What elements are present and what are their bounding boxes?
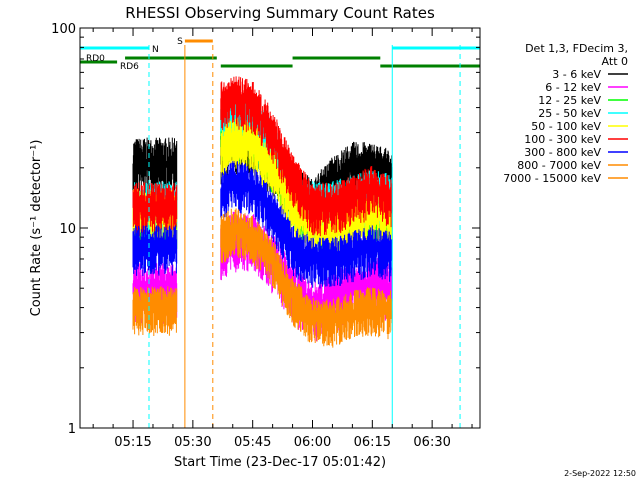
series-trace (220, 208, 393, 348)
series-300-800keV (132, 160, 393, 289)
annotation-label: RD0 (86, 54, 105, 64)
legend-entry-label: 800 - 7000 keV (517, 159, 601, 172)
x-tick-label: 06:15 (354, 435, 391, 450)
series-trace (132, 137, 178, 201)
legend-entry-label: 25 - 50 keV (538, 107, 601, 120)
legend-entry-label: 50 - 100 keV (531, 120, 601, 133)
series-trace (132, 182, 178, 237)
series-800-7000keV (132, 208, 393, 348)
series-trace (220, 76, 393, 237)
legend-entry-label: 100 - 300 keV (524, 133, 601, 146)
y-tick-label: 100 (51, 22, 76, 37)
legend-entry-label: 300 - 800 keV (524, 146, 601, 159)
legend-entry-label: 12 - 25 keV (538, 94, 601, 107)
legend-header: Att 0 (602, 55, 628, 68)
x-tick-label: 05:30 (174, 435, 211, 450)
chart-title: RHESSI Observing Summary Count Rates (125, 4, 435, 22)
y-tick-label: 1 (68, 422, 76, 437)
x-tick-label: 05:45 (234, 435, 271, 450)
series-trace (132, 225, 178, 276)
series-trace (132, 286, 178, 336)
x-tick-label: 05:15 (114, 435, 151, 450)
series-100-300keV (132, 76, 393, 237)
legend-entry-label: 7000 - 15000 keV (503, 172, 601, 185)
footer-date: 2-Sep-2022 12:50 (564, 469, 636, 478)
x-tick-label: 06:30 (413, 435, 450, 450)
annotation-label: N (152, 45, 159, 55)
series-trace (220, 160, 393, 289)
y-tick-label: 10 (59, 222, 76, 237)
axis-layer: 05:15 05:30 05:45 06:00 06:15 06:30 1 10 100 (51, 22, 480, 450)
annotation-label: RD6 (120, 62, 139, 72)
data-layer (132, 76, 393, 348)
legend-header: Det 1,3, FDecim 3, (525, 42, 628, 55)
y-axis-label: Count Rate (s⁻¹ detector⁻¹) (29, 140, 44, 317)
annotation-label: S (177, 37, 183, 47)
x-tick-label: 06:00 (294, 435, 331, 450)
legend-entry-label: 6 - 12 keV (545, 81, 601, 94)
x-axis-label: Start Time (23-Dec-17 05:01:42) (174, 455, 386, 470)
legend-entry-label: 3 - 6 keV (552, 68, 601, 81)
